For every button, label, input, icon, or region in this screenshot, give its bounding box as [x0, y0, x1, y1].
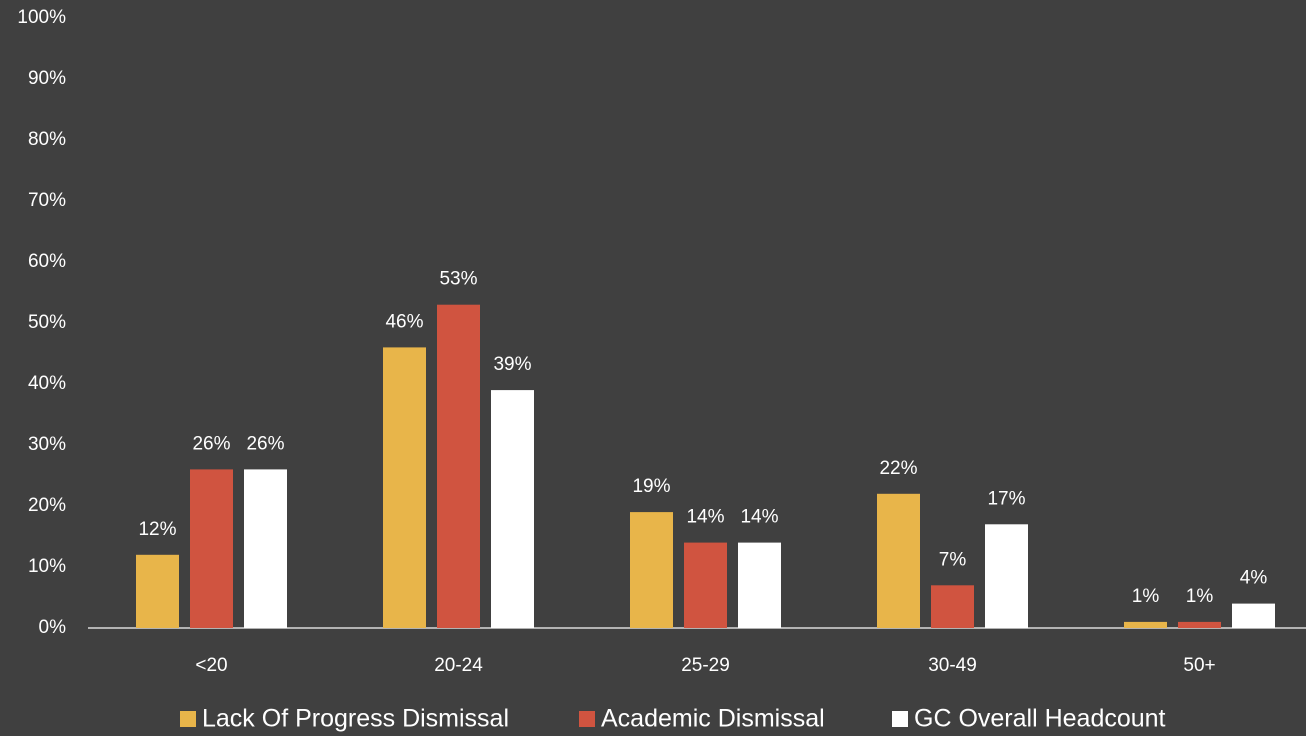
x-tick-label: 25-29 [681, 655, 730, 676]
y-tick-label: 80% [28, 129, 66, 150]
data-label: 26% [192, 433, 230, 454]
bar [1178, 621, 1221, 628]
y-tick-label: 70% [28, 190, 66, 211]
data-label: 17% [987, 488, 1025, 509]
data-label: 19% [632, 476, 670, 497]
data-label: 14% [740, 507, 778, 528]
legend-swatch [892, 711, 908, 727]
bar [244, 469, 287, 628]
x-tick-label: <20 [195, 655, 227, 676]
bar [437, 304, 480, 628]
x-tick-label: 50+ [1183, 655, 1215, 676]
data-label: 22% [879, 458, 917, 479]
y-tick-label: 50% [28, 312, 66, 333]
data-label: 1% [1186, 586, 1214, 607]
bar [136, 554, 179, 628]
data-label: 53% [439, 269, 477, 290]
x-tick-label: 20-24 [434, 655, 483, 676]
x-tick-label: 30-49 [928, 655, 977, 676]
y-tick-label: 0% [39, 617, 67, 638]
bar [491, 390, 534, 628]
bar [1124, 621, 1167, 628]
bar [931, 585, 974, 628]
bar [738, 542, 781, 628]
data-label: 4% [1240, 568, 1268, 589]
bar [684, 542, 727, 628]
legend-text: Lack Of Progress Dismissal [202, 705, 509, 733]
legend-text: GC Overall Headcount [914, 705, 1166, 733]
bar [985, 524, 1028, 628]
data-label: 1% [1132, 586, 1160, 607]
bar [383, 347, 426, 628]
bar [1232, 603, 1275, 628]
data-label: 14% [686, 507, 724, 528]
y-tick-label: 30% [28, 434, 66, 455]
legend-text: Academic Dismissal [601, 705, 825, 733]
bar [630, 512, 673, 628]
data-label: 46% [385, 311, 423, 332]
y-tick-label: 60% [28, 251, 66, 272]
y-tick-label: 100% [17, 7, 66, 28]
legend-swatch [579, 711, 595, 727]
bar [190, 469, 233, 628]
data-label: 7% [939, 549, 967, 570]
bar [877, 493, 920, 628]
legend-swatch [180, 711, 196, 727]
y-tick-label: 40% [28, 373, 66, 394]
data-label: 39% [493, 354, 531, 375]
y-tick-label: 10% [28, 556, 66, 577]
y-tick-label: 90% [28, 68, 66, 89]
data-label: 26% [246, 433, 284, 454]
y-tick-label: 20% [28, 495, 66, 516]
data-label: 12% [138, 519, 176, 540]
